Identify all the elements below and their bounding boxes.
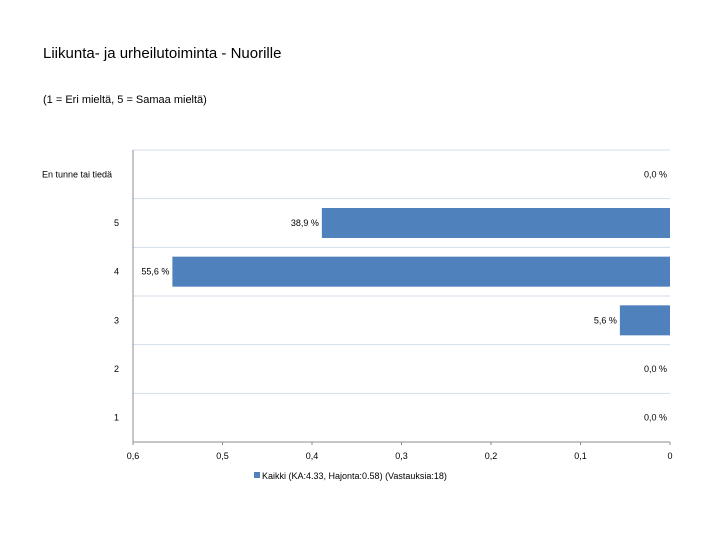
x-tick-label: 0,5 [216, 451, 229, 461]
category-label: 1 [114, 413, 119, 423]
category-label: En tunne tai tiedä [42, 169, 112, 179]
chart-subtitle: (1 = Eri mieltä, 5 = Samaa mieltä) [43, 94, 207, 106]
bar [619, 305, 670, 336]
legend-label: Kaikki (KA:4.33, Hajonta:0.58) (Vastauks… [262, 471, 447, 481]
x-tick-label: 0 [667, 451, 672, 461]
x-tick-label: 0,4 [306, 451, 319, 461]
x-tick-label: 0,6 [127, 451, 140, 461]
category-label: 4 [114, 267, 119, 277]
bar [321, 208, 670, 238]
category-label: 2 [114, 364, 119, 374]
category-label: 5 [114, 218, 119, 228]
data-label: 38,9 % [291, 218, 319, 228]
data-label: 0,0 % [644, 364, 667, 374]
bar [172, 256, 670, 287]
data-label: 0,0 % [644, 169, 667, 179]
data-label: 55,6 % [141, 267, 169, 277]
legend-swatch [254, 472, 260, 478]
data-label: 0,0 % [644, 413, 667, 423]
x-tick-label: 0,3 [395, 451, 408, 461]
x-tick-label: 0,1 [574, 451, 587, 461]
x-tick-label: 0,2 [485, 451, 498, 461]
category-label: 3 [114, 315, 119, 325]
chart-title: Liikunta- ja urheilutoiminta - Nuorille [43, 45, 282, 62]
data-label: 5,6 % [594, 315, 617, 325]
